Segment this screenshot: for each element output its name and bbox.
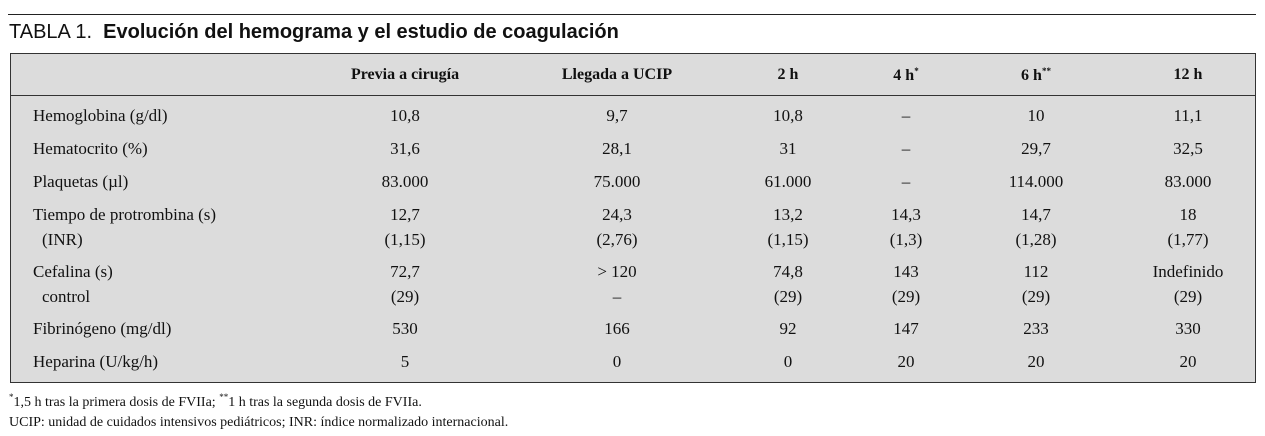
- top-rule: [8, 14, 1256, 15]
- cell: 143: [893, 262, 919, 281]
- column-header-text: 2 h: [777, 66, 799, 83]
- footnote-text: 1 h tras la segunda dosis de FVIIa.: [228, 395, 422, 410]
- cell: Indefinido: [1152, 262, 1224, 281]
- cell: > 120: [597, 262, 637, 281]
- row-label: control: [42, 287, 91, 306]
- column-header-text: Llegada a UCIP: [561, 66, 673, 83]
- table-box: [10, 53, 1256, 383]
- column-header-text: 4 h: [893, 67, 915, 84]
- column-header: 6 h**: [1021, 67, 1051, 84]
- cell: 166: [604, 319, 630, 338]
- row-label: Hematocrito (%): [33, 139, 148, 158]
- cell: (29): [891, 287, 921, 306]
- cell: 112: [1023, 262, 1049, 281]
- column-header: 4 h*: [893, 67, 918, 84]
- cell: 83.000: [1164, 172, 1212, 191]
- cell: 11,1: [1173, 106, 1203, 125]
- row-label: (INR): [42, 230, 83, 249]
- cell: (29): [390, 287, 420, 306]
- row-label: Plaquetas (µl): [33, 172, 129, 191]
- title: TABLA 1. Evolución del hemograma y el es…: [9, 22, 619, 42]
- cell: 233: [1023, 319, 1049, 338]
- column-header-mark: *: [914, 66, 919, 76]
- cell: 5: [400, 352, 410, 371]
- column-header-text: 12 h: [1173, 66, 1203, 83]
- row-label: Tiempo de protrombina (s): [33, 205, 217, 224]
- column-header-mark: **: [1041, 66, 1051, 76]
- footnote: UCIP: unidad de cuidados intensivos pedi…: [9, 415, 509, 430]
- column-header-text: Previa a cirugía: [350, 66, 460, 83]
- cell: (29): [1021, 287, 1051, 306]
- cell: 24,3: [602, 205, 632, 224]
- footnote-mark: **: [219, 392, 229, 402]
- column-header: Llegada a UCIP: [562, 67, 672, 83]
- cell: (29): [773, 287, 803, 306]
- row-label: Hemoglobina (g/dl): [33, 106, 168, 125]
- cell: 9,7: [606, 106, 628, 125]
- cell: 74,8: [773, 262, 803, 281]
- cell: 10,8: [390, 106, 420, 125]
- title-text: Evolución del hemograma y el estudio de …: [103, 21, 619, 43]
- cell: –: [901, 139, 911, 158]
- cell: 28,1: [602, 139, 632, 158]
- cell: 32,5: [1173, 139, 1203, 158]
- cell: –: [612, 287, 622, 306]
- cell: (1,28): [1015, 230, 1057, 249]
- cell: (1,3): [889, 230, 923, 249]
- cell: 0: [612, 352, 622, 371]
- cell: 20: [897, 352, 915, 371]
- footnote-text: 1,5 h tras la primera dosis de FVIIa;: [13, 395, 220, 410]
- column-header: Previa a cirugía: [351, 67, 459, 83]
- cell: –: [901, 172, 911, 191]
- cell: 330: [1175, 319, 1201, 338]
- cell: 92: [779, 319, 797, 338]
- cell: (1,77): [1167, 230, 1209, 249]
- row-label: Cefalina (s): [33, 262, 113, 281]
- cell: 10: [1027, 106, 1045, 125]
- column-header: 2 h: [778, 67, 799, 83]
- cell: 61.000: [764, 172, 812, 191]
- cell: 18: [1179, 205, 1197, 224]
- cell: 13,2: [773, 205, 803, 224]
- cell: 72,7: [390, 262, 420, 281]
- cell: 114.000: [1008, 172, 1064, 191]
- cell: 75.000: [593, 172, 641, 191]
- footnote-mark: *: [9, 392, 14, 402]
- footnote: *1,5 h tras la primera dosis de FVIIa; *…: [9, 393, 422, 410]
- cell: (29): [1173, 287, 1203, 306]
- cell: 0: [783, 352, 793, 371]
- cell: (1,15): [767, 230, 809, 249]
- column-header: 12 h: [1174, 67, 1203, 83]
- cell: 10,8: [773, 106, 803, 125]
- row-label: Heparina (U/kg/h): [33, 352, 159, 371]
- cell: 31,6: [390, 139, 420, 158]
- cell: 12,7: [390, 205, 420, 224]
- row-label: Fibrinógeno (mg/dl): [33, 319, 172, 338]
- cell: 147: [893, 319, 919, 338]
- cell: 20: [1179, 352, 1197, 371]
- header-rule: [10, 95, 1256, 96]
- cell: 29,7: [1021, 139, 1051, 158]
- title-number: TABLA 1.: [9, 21, 93, 43]
- cell: –: [901, 106, 911, 125]
- cell: 20: [1027, 352, 1045, 371]
- column-header-text: 6 h: [1021, 67, 1042, 84]
- cell: 31: [779, 139, 797, 158]
- cell: 83.000: [381, 172, 429, 191]
- cell: 14,7: [1021, 205, 1051, 224]
- cell: (2,76): [596, 230, 638, 249]
- cell: 530: [392, 319, 418, 338]
- cell: 14,3: [891, 205, 921, 224]
- cell: (1,15): [384, 230, 426, 249]
